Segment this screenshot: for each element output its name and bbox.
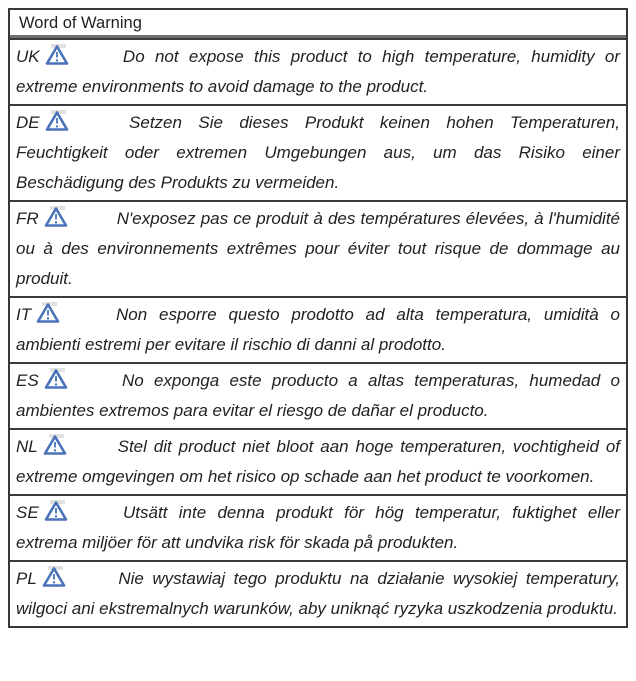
warning-row-fr: FR N'exposez pas ce produit à des tempér… <box>10 200 626 296</box>
warning-text: Nie wystawiaj tego produktu na działanie… <box>16 569 620 618</box>
warning-triangle-icon <box>44 206 68 228</box>
warning-text: N'exposez pas ce produit à des températu… <box>16 209 620 288</box>
warning-triangle-icon <box>42 566 66 588</box>
warning-row-de: DE Setzen Sie dieses Produkt keinen hohe… <box>10 104 626 200</box>
language-code: ES <box>16 371 39 390</box>
warning-text: Stel dit product niet bloot aan hoge tem… <box>16 437 620 486</box>
warning-row-pl: PL Nie wystawiaj tego produktu na działa… <box>10 560 626 626</box>
indent-spacer <box>69 127 113 128</box>
warning-row-se: SE Utsätt inte denna produkt för hög tem… <box>10 494 626 560</box>
language-code: FR <box>16 209 39 228</box>
indent-spacer <box>68 385 112 386</box>
table-title: Word of Warning <box>19 14 142 32</box>
table-header: Word of Warning <box>10 10 626 38</box>
language-code: PL <box>16 569 37 588</box>
indent-spacer <box>68 517 112 518</box>
warning-row-uk: UK Do not expose this product to high te… <box>10 38 626 104</box>
warning-triangle-icon <box>44 368 68 390</box>
warning-text: Utsätt inte denna produkt för hög temper… <box>16 503 620 552</box>
warning-row-es: ES No exponga este producto a altas temp… <box>10 362 626 428</box>
warning-text: Setzen Sie dieses Produkt keinen hohen T… <box>16 113 620 192</box>
warning-triangle-icon <box>45 110 69 132</box>
language-code: NL <box>16 437 38 456</box>
warning-triangle-icon <box>44 500 68 522</box>
warning-triangle-icon <box>43 434 67 456</box>
warning-text: Do not expose this product to high tempe… <box>16 47 620 96</box>
indent-spacer <box>66 583 110 584</box>
indent-spacer <box>68 223 112 224</box>
language-code: SE <box>16 503 39 522</box>
warning-row-it: IT Non esporre questo prodotto ad alta t… <box>10 296 626 362</box>
warning-table: Word of Warning UK Do not expose this pr… <box>8 8 628 628</box>
indent-spacer <box>67 451 111 452</box>
indent-spacer <box>69 61 113 62</box>
indent-spacer <box>60 319 104 320</box>
warning-row-nl: NL Stel dit product niet bloot aan hoge … <box>10 428 626 494</box>
language-code: IT <box>16 305 32 324</box>
warning-text: No exponga este producto a altas tempera… <box>16 371 620 420</box>
language-code: UK <box>16 47 40 66</box>
warning-triangle-icon <box>36 302 60 324</box>
warning-triangle-icon <box>45 44 69 66</box>
warning-text: Non esporre questo prodotto ad alta temp… <box>16 305 620 354</box>
language-code: DE <box>16 113 40 132</box>
